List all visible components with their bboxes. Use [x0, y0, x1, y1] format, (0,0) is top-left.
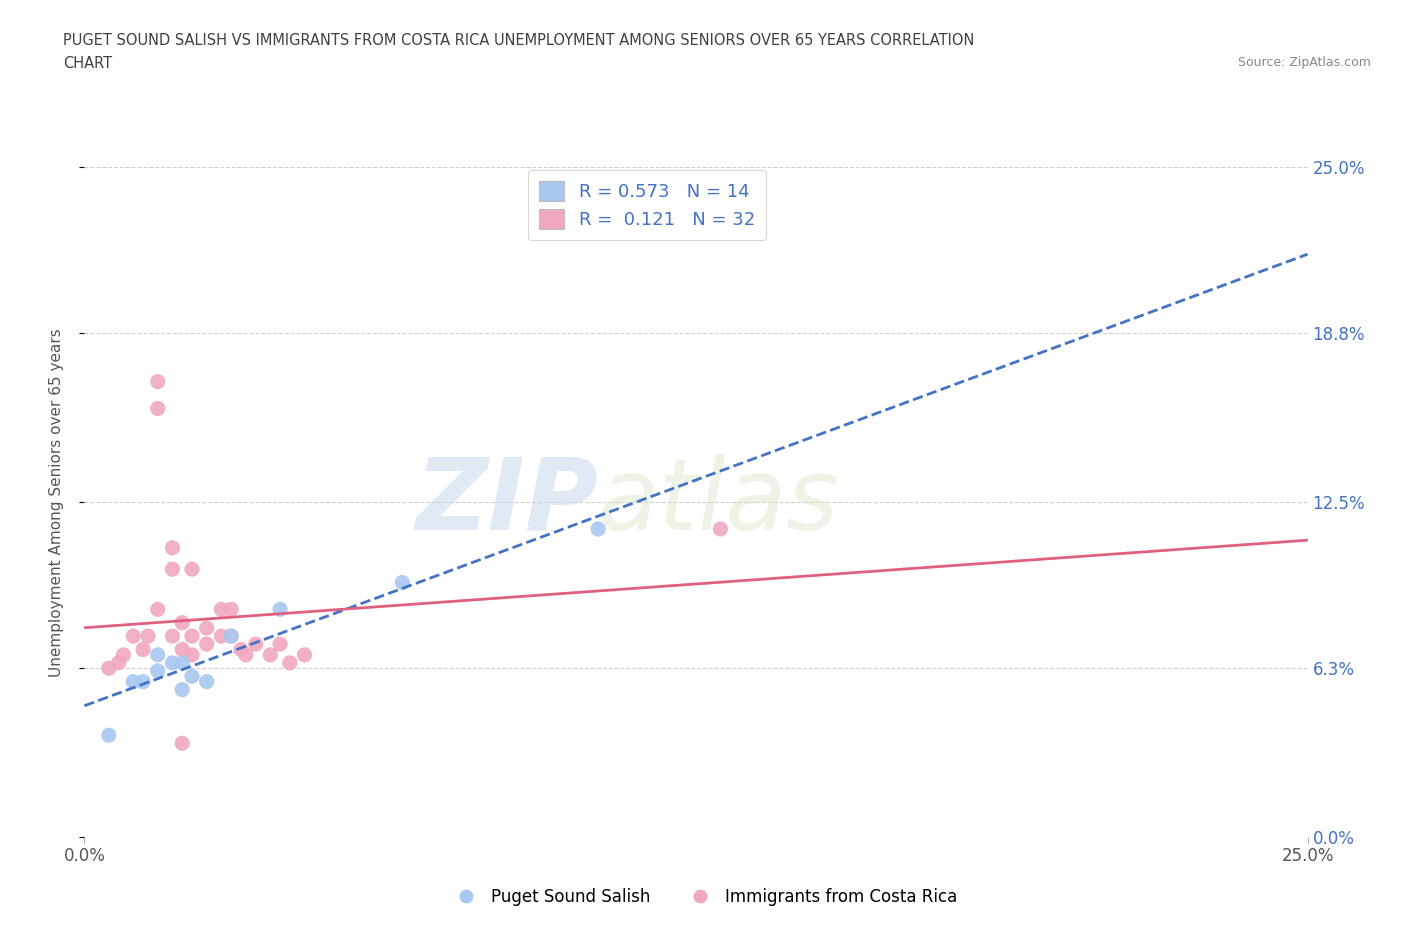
- Point: [195, 674, 218, 689]
- Point: [136, 629, 159, 644]
- Point: [97, 661, 120, 676]
- Point: [219, 602, 242, 617]
- Point: [172, 736, 194, 751]
- Legend: Puget Sound Salish, Immigrants from Costa Rica: Puget Sound Salish, Immigrants from Cost…: [443, 881, 963, 912]
- Point: [146, 602, 169, 617]
- Point: [162, 656, 184, 671]
- Point: [278, 656, 301, 671]
- Point: [172, 656, 194, 671]
- Point: [219, 629, 242, 644]
- Point: [122, 674, 145, 689]
- Point: [162, 562, 184, 577]
- Point: [132, 674, 155, 689]
- Point: [181, 647, 204, 662]
- Point: [146, 401, 169, 416]
- Text: atlas: atlas: [598, 454, 839, 551]
- Text: ZIP: ZIP: [415, 454, 598, 551]
- Point: [294, 647, 316, 662]
- Point: [112, 647, 135, 662]
- Text: CHART: CHART: [63, 56, 112, 71]
- Point: [269, 602, 291, 617]
- Point: [146, 647, 169, 662]
- Point: [245, 637, 267, 652]
- Legend: R = 0.573   N = 14, R =  0.121   N = 32: R = 0.573 N = 14, R = 0.121 N = 32: [529, 170, 766, 240]
- Point: [195, 637, 218, 652]
- Point: [162, 629, 184, 644]
- Text: PUGET SOUND SALISH VS IMMIGRANTS FROM COSTA RICA UNEMPLOYMENT AMONG SENIORS OVER: PUGET SOUND SALISH VS IMMIGRANTS FROM CO…: [63, 33, 974, 47]
- Point: [229, 642, 252, 657]
- Point: [172, 642, 194, 657]
- Point: [181, 629, 204, 644]
- Point: [209, 629, 232, 644]
- Point: [172, 683, 194, 698]
- Point: [209, 602, 232, 617]
- Y-axis label: Unemployment Among Seniors over 65 years: Unemployment Among Seniors over 65 years: [49, 328, 63, 677]
- Point: [97, 728, 120, 743]
- Point: [162, 540, 184, 555]
- Point: [146, 663, 169, 678]
- Point: [259, 647, 281, 662]
- Point: [181, 669, 204, 684]
- Point: [235, 647, 257, 662]
- Point: [195, 620, 218, 635]
- Point: [269, 637, 291, 652]
- Point: [181, 562, 204, 577]
- Point: [132, 642, 155, 657]
- Point: [146, 374, 169, 389]
- Point: [709, 522, 731, 537]
- Point: [107, 656, 129, 671]
- Text: Source: ZipAtlas.com: Source: ZipAtlas.com: [1237, 56, 1371, 69]
- Point: [391, 575, 413, 590]
- Point: [219, 629, 242, 644]
- Point: [586, 522, 609, 537]
- Point: [122, 629, 145, 644]
- Point: [172, 616, 194, 631]
